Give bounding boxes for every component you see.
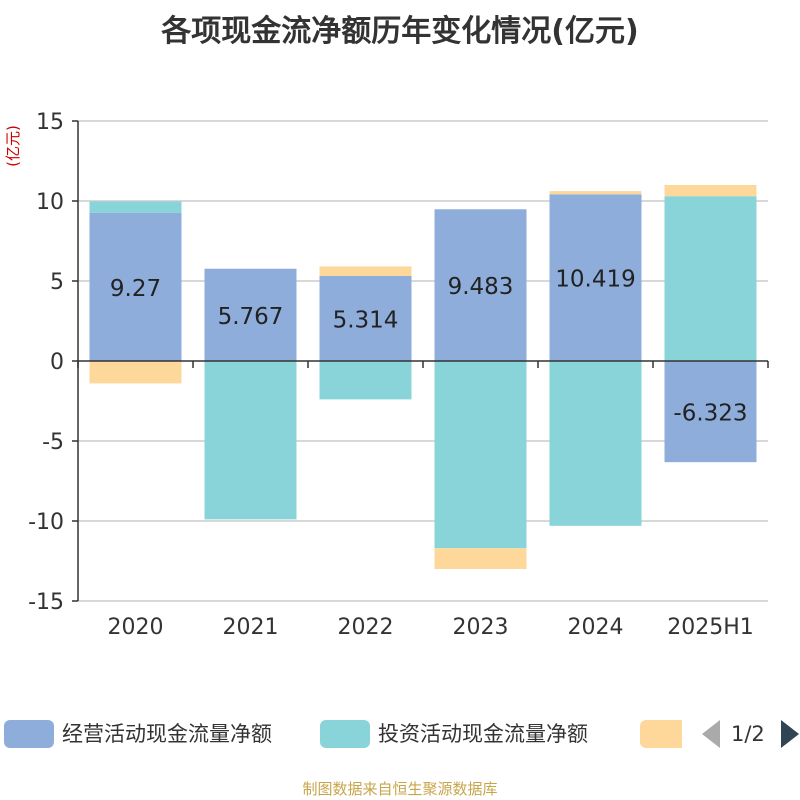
legend-label-operating[interactable]: 经营活动现金流量净额 <box>62 722 272 746</box>
legend-swatch-operating[interactable] <box>4 720 54 748</box>
legend-page-indicator: 1/2 <box>731 722 765 746</box>
y-tick-label: 10 <box>36 190 64 215</box>
y-tick-label: -10 <box>28 510 64 535</box>
bar-series2-2022 <box>319 266 412 276</box>
legend-prev-page-icon[interactable] <box>702 720 720 748</box>
bar-series1-2023 <box>434 361 527 549</box>
legend-label-investing[interactable]: 投资活动现金流量净额 <box>378 722 588 746</box>
bar-series0-2021 <box>204 268 297 361</box>
data-label-2020: 9.27 <box>110 276 161 302</box>
x-tick-label-2023: 2023 <box>453 615 509 640</box>
bar-series1-2022 <box>319 361 412 400</box>
bar-series2-2020 <box>89 361 182 384</box>
bar-series1-2020 <box>89 201 182 213</box>
bar-series2-2023 <box>434 548 527 569</box>
data-label-2022: 5.314 <box>333 307 399 333</box>
x-tick-label-2025H1: 2025H1 <box>667 615 754 640</box>
bar-series2-2024 <box>549 191 642 195</box>
x-tick-label-2020: 2020 <box>108 615 164 640</box>
bar-series2-2025H1 <box>664 185 757 197</box>
legend-swatch-investing[interactable] <box>320 720 370 748</box>
data-label-2023: 9.483 <box>448 274 514 300</box>
data-label-2024: 10.419 <box>555 267 635 293</box>
legend-next-page-icon[interactable] <box>781 720 799 748</box>
x-tick-label-2021: 2021 <box>223 615 279 640</box>
bar-series0-2020 <box>89 212 182 361</box>
y-tick-label: 15 <box>36 110 64 135</box>
bar-series0-2023 <box>434 209 527 361</box>
y-axis-unit-label: (亿元) <box>4 125 22 167</box>
bar-series1-2025H1 <box>664 196 757 361</box>
bar-series0-2025H1 <box>664 361 757 463</box>
bar-series0-2022 <box>319 275 412 361</box>
chart-title: 各项现金流净额历年变化情况(亿元) <box>161 14 639 49</box>
x-tick-label-2024: 2024 <box>568 615 624 640</box>
y-tick-label: -5 <box>42 430 64 455</box>
legend-swatch-financing[interactable] <box>640 720 682 748</box>
data-label-2025H1: -6.323 <box>673 401 747 427</box>
x-tick-label-2022: 2022 <box>338 615 394 640</box>
y-tick-label: 5 <box>50 270 64 295</box>
y-tick-label: 0 <box>50 350 64 375</box>
bar-series1-2021 <box>204 361 297 520</box>
bar-series0-2024 <box>549 194 642 361</box>
y-tick-label: -15 <box>28 590 64 615</box>
bar-series1-2024 <box>549 361 642 526</box>
data-label-2021: 5.767 <box>218 304 284 330</box>
legend: 经营活动现金流量净额 投资活动现金流量净额 1/2 <box>0 712 800 756</box>
data-source-note: 制图数据来自恒生聚源数据库 <box>302 780 498 798</box>
